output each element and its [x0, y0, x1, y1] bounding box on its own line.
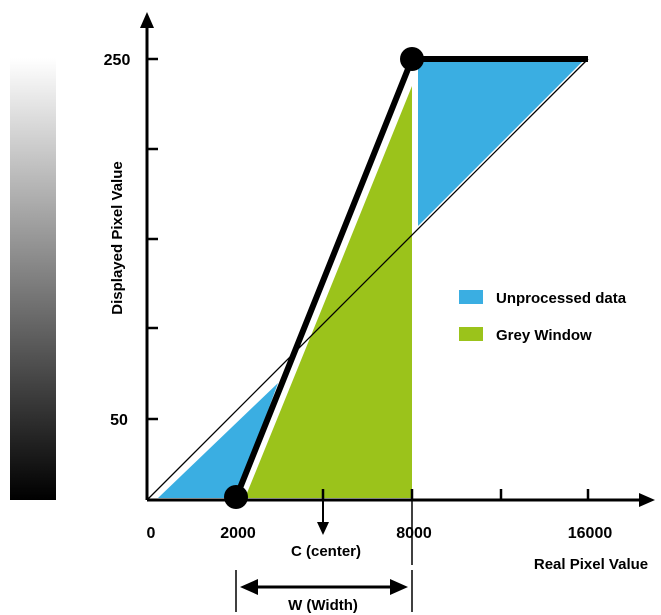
- x-tick-label-16000: 16000: [568, 525, 613, 542]
- legend-swatch-grey-window: [459, 327, 483, 341]
- unprocessed-area-upper: [418, 62, 582, 226]
- unprocessed-area-lower: [158, 383, 278, 498]
- window-upper-point: [400, 47, 424, 71]
- center-label: C (center): [291, 543, 361, 560]
- window-lower-point: [224, 485, 248, 509]
- y-tick-label-250: 250: [104, 52, 131, 69]
- x-tick-label-0: 0: [147, 525, 156, 542]
- width-arrow-left-head: [240, 579, 258, 595]
- identity-line: [146, 58, 589, 501]
- width-label: W (Width): [288, 597, 358, 614]
- y-axis-label: Displayed Pixel Value: [109, 161, 126, 314]
- y-axis-arrow: [140, 12, 154, 28]
- grey-window-area: [245, 86, 412, 498]
- y-tick-label-50: 50: [110, 412, 128, 429]
- center-arrow-head: [317, 522, 329, 535]
- x-tick-label-8000: 8000: [396, 525, 432, 542]
- legend-label-unprocessed: Unprocessed data: [496, 290, 627, 307]
- legend-swatch-unprocessed: [459, 290, 483, 304]
- legend-label-grey-window: Grey Window: [496, 327, 592, 344]
- width-arrow-right-head: [390, 579, 408, 595]
- greyscale-bar: [10, 58, 56, 500]
- x-tick-label-2000: 2000: [220, 525, 256, 542]
- x-axis-label: Real Pixel Value: [534, 556, 648, 573]
- x-axis-arrow: [639, 493, 655, 507]
